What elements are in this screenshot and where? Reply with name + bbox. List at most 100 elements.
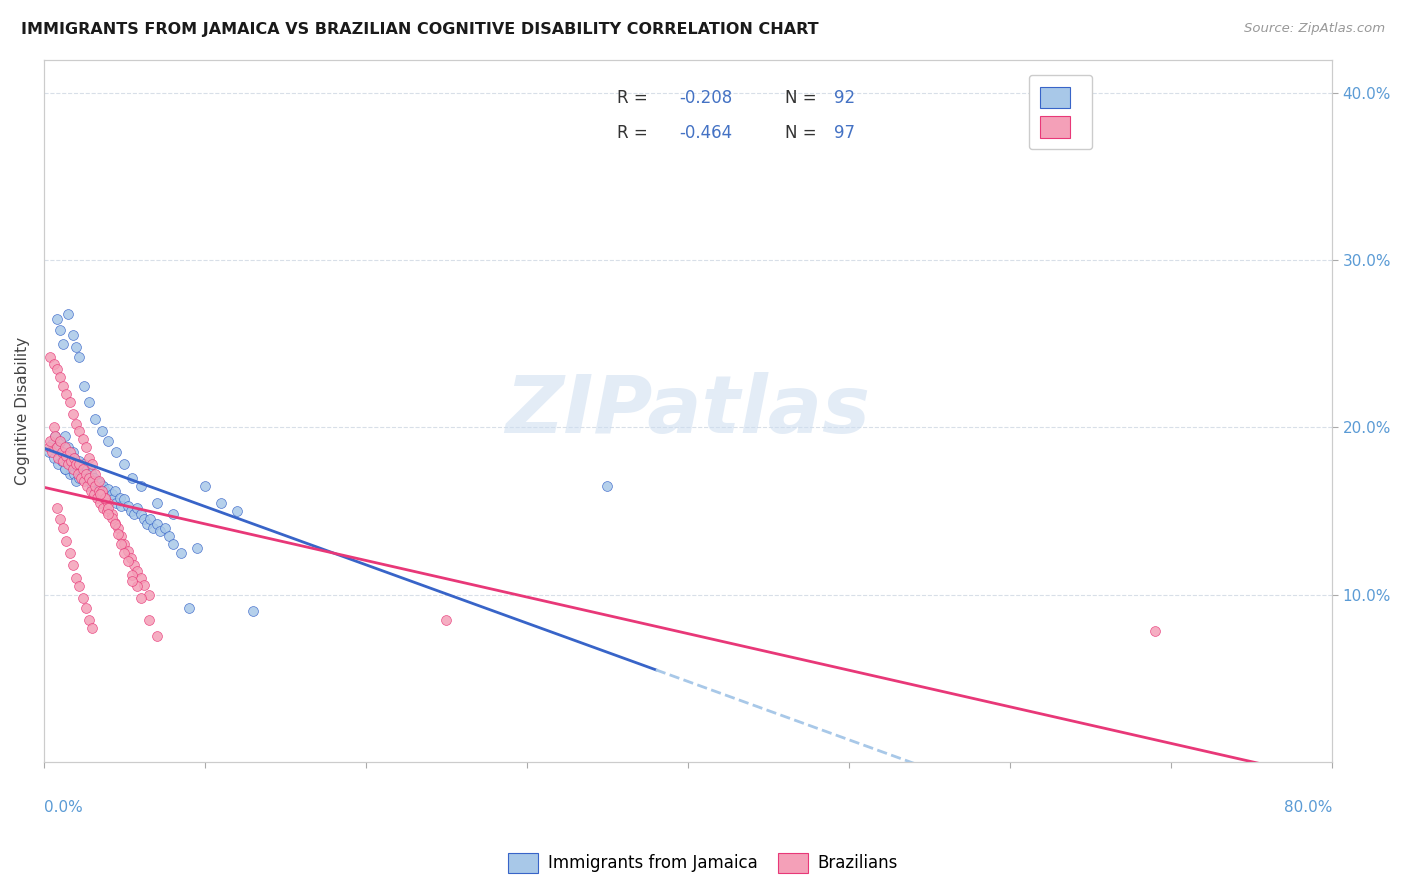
Point (145, 517, 167, 532)
Point (100, 508, 122, 522)
Point (90, 483, 112, 498)
Point (44, 429, 66, 443)
Point (67, 424, 90, 438)
Point (49, 512, 72, 526)
Point (112, 537, 135, 551)
Point (41, 445, 63, 459)
Point (104, 516, 127, 530)
Point (242, 604, 264, 618)
Point (45, 311, 67, 326)
Point (121, 567, 143, 582)
Point (153, 521, 176, 535)
Point (66, 462, 89, 476)
Point (79, 466, 101, 480)
Point (59, 450, 82, 465)
Legend: Immigrants from Jamaica, Brazilians: Immigrants from Jamaica, Brazilians (502, 847, 904, 880)
Point (105, 445, 128, 459)
Point (56, 441, 79, 455)
Point (52, 454, 75, 468)
Point (120, 550, 142, 565)
Point (52, 336, 75, 351)
Point (84, 467, 107, 482)
Point (93, 479, 115, 493)
Text: 80.0%: 80.0% (1284, 800, 1331, 815)
Point (97, 434, 120, 448)
Point (100, 487, 122, 501)
Point (39, 434, 62, 448)
Point (97, 496, 120, 510)
Point (86, 491, 108, 505)
Point (65, 457, 87, 471)
Point (107, 521, 129, 535)
Point (127, 500, 149, 515)
Point (45, 362, 67, 376)
Point (65, 457, 87, 471)
Point (100, 510, 122, 524)
Point (89, 475, 111, 490)
Point (132, 512, 155, 526)
Point (67, 350, 90, 364)
Point (62, 558, 84, 572)
Point (59, 445, 82, 459)
Point (59, 467, 82, 482)
Point (44, 429, 66, 443)
Point (97, 483, 120, 497)
Point (48, 457, 70, 471)
Point (87, 483, 110, 497)
Point (209, 496, 232, 510)
Point (67, 579, 90, 593)
Point (51, 454, 73, 468)
Point (65, 474, 87, 488)
Point (194, 479, 217, 493)
Point (117, 499, 139, 513)
Point (67, 470, 90, 484)
Point (53, 462, 76, 476)
Point (70, 460, 93, 475)
Text: ZIPatlas: ZIPatlas (506, 372, 870, 450)
Point (142, 521, 165, 535)
Point (52, 521, 75, 535)
Point (121, 574, 143, 589)
Point (84, 412, 107, 426)
Point (67, 457, 90, 471)
Point (83, 470, 105, 484)
Text: -0.208: -0.208 (679, 89, 733, 107)
Point (145, 629, 167, 643)
Point (122, 508, 145, 522)
Point (82, 457, 104, 471)
Point (77, 470, 100, 484)
Point (96, 504, 118, 518)
Point (117, 544, 139, 558)
Point (162, 537, 184, 551)
Point (138, 613, 160, 627)
Point (65, 417, 87, 431)
Point (127, 579, 149, 593)
Point (49, 434, 72, 448)
Point (38, 445, 60, 459)
Point (436, 613, 458, 627)
Point (53, 462, 76, 476)
Point (79, 483, 101, 498)
Point (112, 492, 135, 507)
Point (101, 492, 124, 507)
Point (49, 370, 72, 384)
Point (84, 483, 107, 498)
Y-axis label: Cognitive Disability: Cognitive Disability (15, 336, 30, 484)
Point (112, 457, 135, 471)
Point (56, 457, 79, 471)
Point (77, 613, 100, 627)
Point (1143, 624, 1166, 639)
Point (49, 434, 72, 448)
Point (73, 474, 96, 488)
Text: N =: N = (785, 124, 821, 143)
Text: N =: N = (785, 89, 821, 107)
Point (226, 504, 249, 518)
Point (139, 512, 162, 526)
Point (138, 588, 160, 602)
Point (38, 441, 60, 455)
Point (145, 496, 167, 510)
Text: 92: 92 (834, 89, 855, 107)
Point (90, 487, 112, 501)
Point (73, 457, 96, 471)
Point (65, 340, 87, 354)
